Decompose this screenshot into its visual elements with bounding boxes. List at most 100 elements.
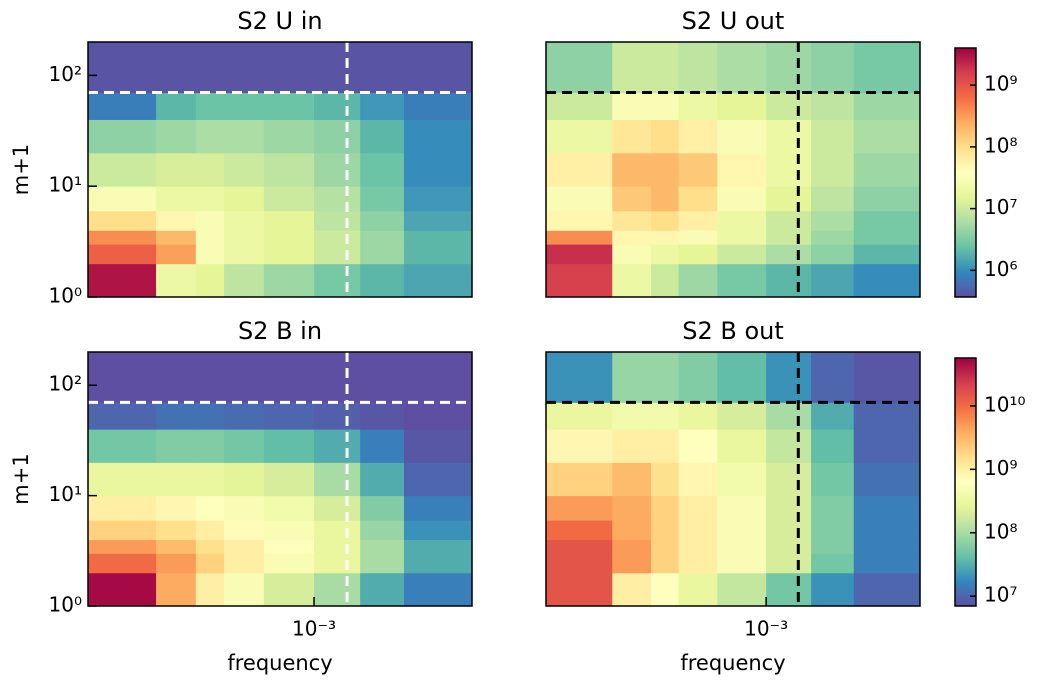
heatmap-cell <box>263 119 315 154</box>
heatmap-cell <box>314 352 361 403</box>
heatmap-cell <box>811 553 855 574</box>
heatmap-cell <box>651 42 680 94</box>
heatmap-cell <box>546 119 613 154</box>
heatmap-cell <box>546 572 613 607</box>
x-axis-label: frequency <box>680 651 785 675</box>
heatmap-cell <box>612 152 652 187</box>
heatmap-cell <box>678 263 718 298</box>
heatmap-cell <box>853 119 921 154</box>
heatmap-cell <box>717 92 767 120</box>
heatmap-cell <box>612 263 652 298</box>
heatmap-cell <box>612 244 652 265</box>
heatmap-cell <box>853 429 921 463</box>
heatmap-cell <box>717 230 767 245</box>
x-tick-label: 10⁻³ <box>744 617 788 641</box>
heatmap-cell <box>612 230 652 245</box>
heatmap-cell <box>766 539 812 554</box>
y-tick-label: 10² <box>49 372 82 396</box>
plot-frame <box>545 351 921 607</box>
heatmap-cell <box>156 42 197 94</box>
heatmap-cell <box>314 152 361 187</box>
heatmap-cell <box>546 230 613 245</box>
heatmap-cell <box>651 539 680 554</box>
heatmap-cell <box>403 462 473 497</box>
heatmap-cell <box>403 230 473 245</box>
heatmap-cell <box>195 572 225 607</box>
heatmap-cell <box>360 539 405 554</box>
heatmap-cell <box>717 186 767 212</box>
heatmap-cell <box>546 429 613 463</box>
heatmap-cell <box>403 495 473 521</box>
heatmap-cell <box>546 553 613 574</box>
heatmap-cell <box>853 352 921 403</box>
panel-title: S2 B out <box>682 317 784 345</box>
colorbar-tick-label: 10¹⁰ <box>984 392 1025 416</box>
heatmap-cell <box>766 42 812 94</box>
heatmap-cell <box>224 429 265 463</box>
colorbar-tick-label: 10⁷ <box>984 583 1017 607</box>
heatmap-cell <box>224 572 265 607</box>
heatmap-cell <box>88 539 157 554</box>
heatmap-cell <box>195 244 225 265</box>
heatmap-cell <box>717 263 767 298</box>
heatmap-cell <box>678 119 718 154</box>
heatmap-cell <box>88 402 157 430</box>
heatmap-cell <box>678 572 718 607</box>
heatmap-cell <box>195 539 225 554</box>
heatmap-cell <box>195 152 225 187</box>
heatmap-cell <box>766 352 812 403</box>
heatmap-cell <box>263 92 315 120</box>
heatmap-cell <box>853 186 921 212</box>
heatmap-cell <box>546 263 613 298</box>
heatmap-cell <box>263 210 315 231</box>
heatmap-cell <box>546 92 613 120</box>
heatmap-cell <box>612 429 652 463</box>
heatmap-cell <box>224 263 265 298</box>
x-tick-label: 10⁻³ <box>292 617 336 641</box>
heatmap-cell <box>811 230 855 245</box>
heatmap-cell <box>717 495 767 521</box>
heatmap-cell <box>678 210 718 231</box>
heatmap-cell <box>717 42 767 94</box>
heatmap-cell <box>403 520 473 541</box>
heatmap-cell <box>314 263 361 298</box>
heatmap-cell <box>811 572 855 607</box>
heatmap-cell <box>156 495 197 521</box>
heatmap-cell <box>717 402 767 430</box>
heatmap-cell <box>766 263 812 298</box>
heatmap-cell <box>88 429 157 463</box>
heatmap-cell <box>360 92 405 120</box>
heatmap-cell <box>88 520 157 541</box>
heatmap-cell <box>88 462 157 497</box>
heatmap-cell <box>314 572 361 607</box>
heatmap-cell <box>156 352 197 403</box>
heatmap-cell <box>853 572 921 607</box>
heatmap-cell <box>811 429 855 463</box>
heatmap-cell <box>612 520 652 541</box>
heatmap-cell <box>224 553 265 574</box>
panel-title: S2 U out <box>682 7 785 35</box>
heatmap-cell <box>651 152 680 187</box>
heatmap-cell <box>766 186 812 212</box>
heatmap-cell <box>766 553 812 574</box>
heatmap-cell <box>263 42 315 94</box>
heatmap-cell <box>314 520 361 541</box>
heatmap-cell <box>195 352 225 403</box>
heatmap-cell <box>195 119 225 154</box>
heatmap-cell <box>678 186 718 212</box>
heatmap-cell <box>88 210 157 231</box>
y-axis-label: m+1 <box>9 144 33 195</box>
heatmap-cell <box>766 244 812 265</box>
heatmap-cell <box>156 429 197 463</box>
heatmap-cell <box>612 572 652 607</box>
heatmap-cell <box>612 186 652 212</box>
colorbar-tick-label: 10⁹ <box>984 456 1017 480</box>
heatmap-cell <box>546 152 613 187</box>
heatmap-cell <box>403 119 473 154</box>
heatmap-cell <box>546 352 613 403</box>
colorbar-tick-label: 10⁶ <box>984 257 1017 281</box>
heatmap-cell <box>224 539 265 554</box>
heatmap-cell <box>403 210 473 231</box>
heatmap-cell <box>224 244 265 265</box>
heatmap-cell <box>766 520 812 541</box>
